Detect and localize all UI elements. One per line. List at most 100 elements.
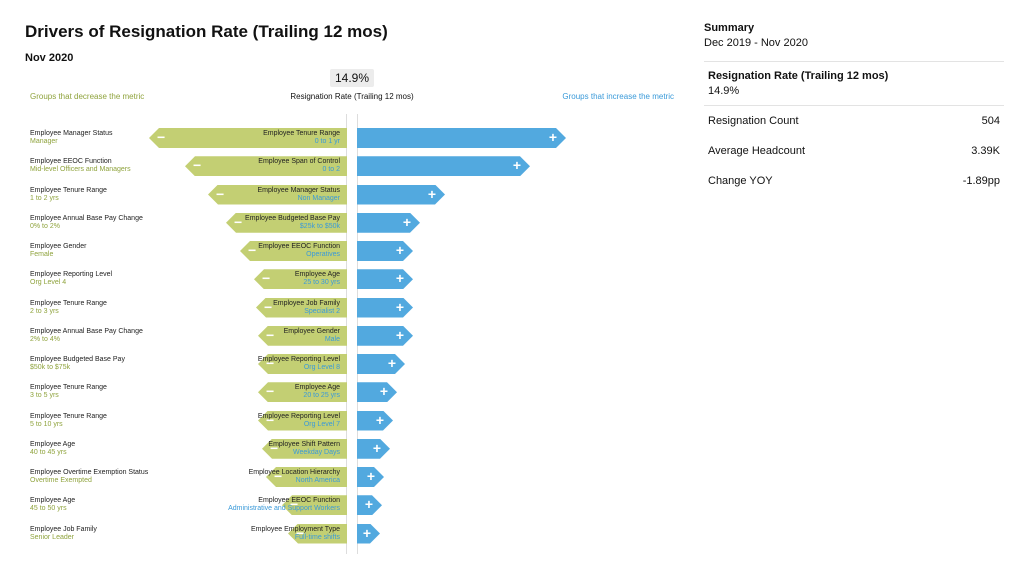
driver-group: Female — [30, 251, 54, 258]
decrease-bar[interactable]: − — [258, 410, 347, 431]
increase-bar[interactable]: + — [357, 467, 384, 487]
stat-value: -1.89pp — [962, 175, 1000, 187]
driver-category: Employee Budgeted Base Pay — [30, 356, 125, 363]
decrease-bar[interactable]: − — [254, 269, 347, 290]
minus-icon: − — [266, 355, 275, 371]
decrease-bar[interactable]: − — [185, 156, 347, 177]
plus-icon: + — [379, 383, 388, 400]
decrease-groups-label: Groups that decrease the metric — [30, 92, 145, 101]
increase-bar[interactable]: + — [357, 241, 413, 261]
decrease-driver-label: Employee Reporting Level Org Level 4 — [30, 271, 112, 287]
chart-row: Employee Tenure Range 5 to 10 yrs − + Employ… — [0, 410, 690, 431]
driver-category: Employee Age — [30, 497, 76, 505]
plus-icon: + — [548, 129, 557, 145]
decrease-driver-label: Employee Tenure Range 2 to 3 yrs — [30, 300, 107, 316]
decrease-driver-label: Employee Manager Status Manager — [30, 130, 113, 146]
driver-group: Operatives — [306, 251, 340, 258]
driver-category: Employee Budgeted Base Pay — [245, 214, 340, 222]
chart-row: Employee Manager Status Manager − + Employee… — [0, 128, 690, 148]
increase-bar[interactable]: + — [357, 495, 382, 515]
increase-driver-label: Employee Job Family Specialist 2 — [273, 300, 340, 316]
driver-group: 5 to 10 yrs — [30, 420, 63, 428]
driver-category: Employee Age — [30, 440, 76, 448]
driver-group: Full-time shifts — [294, 533, 340, 541]
driver-category: Employee Gender — [30, 243, 87, 250]
plus-icon: + — [395, 326, 404, 343]
increase-bar[interactable]: + — [357, 185, 445, 205]
increase-bar[interactable]: + — [357, 382, 397, 402]
decrease-bar[interactable]: − — [240, 241, 347, 261]
increase-driver-label: Employee Age 25 to 30 yrs — [295, 271, 340, 287]
driver-category: Employee Reporting Level — [257, 356, 340, 363]
increase-bar[interactable]: + — [357, 269, 413, 289]
driver-group: North America — [295, 477, 340, 484]
plus-icon: + — [364, 496, 373, 513]
driver-group: 2 to 3 yrs — [30, 307, 59, 315]
increase-bar[interactable]: + — [357, 156, 530, 176]
driver-group: Org Level 4 — [30, 279, 67, 287]
increase-driver-label: Employee EEOC Function Administrative and… — [228, 497, 340, 513]
driver-group: Mid-level Officers and Managers — [30, 166, 131, 174]
page-title: Drivers of Resignation Rate (Trailing 12… — [25, 22, 388, 41]
driver-category: Employee Annual Base Pay Change — [30, 327, 143, 335]
increase-driver-label: Employee Employment Type Full-time shifts — [251, 526, 340, 542]
increase-bar[interactable]: + — [357, 128, 566, 148]
increase-driver-label: Employee Span of Control 0 to 2 — [258, 158, 340, 174]
increase-bar[interactable]: + — [357, 439, 390, 459]
increase-driver-label: Employee EEOC Function Operatives — [258, 243, 340, 259]
driver-group: 25 to 30 yrs — [303, 279, 340, 287]
chart-row: Employee Age 45 to 50 yrs − + Employee EEOC … — [0, 495, 690, 516]
driver-category: Employee Span of Control — [258, 158, 340, 166]
increase-bar[interactable]: + — [357, 354, 405, 374]
summary-panel: Summary Dec 2019 - Nov 2020 Resignation … — [704, 22, 1004, 196]
stat-label: Average Headcount — [708, 145, 806, 157]
driver-category: Employee Age — [294, 384, 340, 392]
increase-bar[interactable]: + — [357, 326, 413, 346]
summary-stat-resignation-count: Resignation Count 504 — [704, 106, 1004, 136]
decrease-driver-label: Employee Tenure Range 1 to 2 yrs — [30, 187, 107, 203]
decrease-bar[interactable]: − — [258, 382, 347, 403]
driver-group: Male — [324, 335, 340, 343]
chart-row: Employee Annual Base Pay Change 0% to 2% −… — [0, 212, 690, 233]
increase-bar[interactable]: + — [357, 213, 420, 233]
driver-category: Employee Manager Status — [257, 186, 341, 194]
increase-bar[interactable]: + — [357, 524, 380, 544]
chart-row: Employee Tenure Range 1 to 2 yrs − + Employe… — [0, 184, 690, 205]
increase-groups-label: Groups that increase the metric — [562, 92, 674, 101]
decrease-bar[interactable]: − — [149, 128, 347, 148]
minus-icon: − — [216, 185, 225, 202]
increase-bar[interactable]: + — [357, 411, 393, 431]
driver-group: Administrative and Support Workers — [228, 505, 340, 513]
driver-group: Org Level 7 — [303, 420, 340, 428]
minus-icon: − — [264, 298, 273, 315]
summary-metric-block: Resignation Rate (Trailing 12 mos) 14.9% — [704, 61, 1004, 105]
decrease-bar[interactable]: − — [262, 438, 347, 459]
decrease-driver-label: Employee Age 45 to 50 yrs — [30, 497, 75, 513]
minus-icon: − — [248, 242, 257, 258]
decrease-bar[interactable]: − — [208, 184, 347, 205]
decrease-bar[interactable]: − — [258, 325, 347, 346]
decrease-bar[interactable]: − — [288, 523, 347, 544]
decrease-driver-label: Employee Overtime Exemption Status Overti… — [30, 469, 148, 485]
driver-category: Employee Employment Type — [251, 525, 340, 533]
decrease-bar[interactable]: − — [256, 297, 347, 318]
driver-group: 20 to 25 yrs — [303, 392, 340, 400]
stat-label: Resignation Count — [708, 115, 799, 127]
increase-driver-label: Employee Shift Pattern Weekday Days — [268, 441, 340, 457]
minus-icon: − — [290, 496, 299, 513]
driver-group: 40 to 45 yrs — [30, 448, 67, 456]
increase-driver-label: Employee Reporting Level Org Level 8 — [258, 356, 340, 372]
driver-group: $25k to $50k — [299, 222, 340, 230]
chart-row: Employee Budgeted Base Pay $50k to $75k − +… — [0, 354, 690, 374]
decrease-bar[interactable]: − — [282, 495, 347, 516]
driver-category: Employee Shift Pattern — [268, 440, 340, 448]
decrease-bar[interactable]: − — [258, 354, 347, 374]
summary-metric-value: 14.9% — [708, 85, 740, 97]
increase-bar[interactable]: + — [357, 298, 413, 318]
driver-group: 3 to 5 yrs — [30, 392, 59, 400]
summary-date-range: Dec 2019 - Nov 2020 — [704, 37, 808, 49]
decrease-bar[interactable]: − — [226, 212, 347, 233]
decrease-driver-label: Employee EEOC Function Mid-level Officers… — [30, 158, 131, 174]
decrease-bar[interactable]: − — [266, 467, 347, 487]
decrease-driver-label: Employee Gender Female — [30, 243, 86, 259]
